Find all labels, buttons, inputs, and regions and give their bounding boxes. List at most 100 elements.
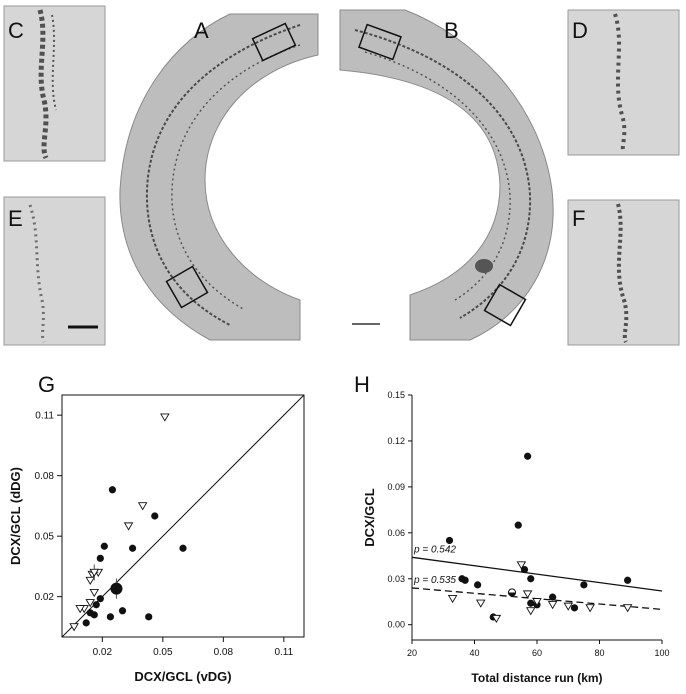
identity-line [61, 394, 305, 638]
roi-box-a-ventral [165, 265, 209, 309]
y-tick-label-g: 0.05 [35, 532, 55, 543]
fit-line-dashed [411, 587, 663, 611]
data-point-h [525, 607, 536, 616]
data-point-h [585, 604, 595, 613]
data-point-h [547, 601, 558, 610]
data-point-g [128, 544, 137, 552]
y-tick-label-h: 0.12 [387, 436, 405, 446]
y-tick-label-h: 0.06 [387, 528, 405, 538]
data-point-h [458, 575, 466, 583]
data-point-h [570, 604, 579, 612]
x-axis-label-g: DCX/GCL (vDG) [134, 669, 231, 684]
montage-a [119, 13, 319, 341]
data-point-h [563, 602, 574, 611]
x-tick-label-g: 0.11 [274, 647, 293, 658]
micrograph-d [567, 9, 680, 156]
data-point-g [108, 486, 117, 494]
montage-a-granule-layer [145, 24, 301, 326]
roi-box-a-dorsal [251, 22, 297, 62]
panel-label-d: D [572, 18, 588, 43]
montage-a-tissue [119, 13, 319, 341]
data-point-h [624, 576, 632, 584]
panel-label-a: A [194, 18, 209, 43]
data-point-g [179, 544, 187, 552]
data-point-h [527, 575, 535, 583]
panel-label-b: B [444, 18, 459, 43]
data-point-g [86, 609, 94, 617]
data-point-g [89, 588, 100, 598]
data-point-g [75, 605, 85, 614]
x-tick-label-h: 80 [594, 648, 604, 658]
y-tick-label-h: 0.09 [387, 482, 405, 492]
panel-label-h: H [354, 372, 370, 397]
data-point-h [549, 593, 557, 601]
data-point-h [516, 561, 527, 570]
data-point-h [461, 576, 469, 584]
micrograph-e [3, 196, 106, 346]
data-point-h [445, 536, 454, 545]
data-point-h [514, 521, 522, 529]
micrograph-c [3, 5, 106, 162]
y-tick-label-g: 0.11 [35, 411, 54, 422]
mean-marker-g [110, 582, 123, 595]
panel-label-e: E [8, 206, 23, 231]
data-point-h [522, 590, 533, 599]
x-tick-label-h: 100 [654, 648, 669, 658]
roi-box-b-ventral [483, 283, 527, 327]
data-point-h [532, 598, 542, 607]
y-tick-label-h: 0.00 [387, 620, 405, 630]
data-point-g [160, 413, 170, 422]
panel-label-g: G [38, 372, 56, 397]
data-point-g [90, 611, 98, 619]
data-point-h [524, 452, 532, 460]
montage-b [339, 9, 554, 341]
y-tick-label-h: 0.03 [387, 574, 405, 584]
data-point-h [533, 601, 541, 609]
y-tick-label-g: 0.02 [35, 592, 55, 603]
y-tick-label-h: 0.15 [387, 390, 405, 400]
montage-b-tissue [339, 9, 554, 341]
fit-label-dashed: p = 0.535 [413, 575, 456, 586]
data-point-h [527, 599, 535, 607]
x-tick-label-g: 0.08 [214, 647, 234, 658]
data-point-g [100, 542, 108, 550]
data-point-h [475, 599, 486, 608]
data-point-h-fill [508, 592, 516, 597]
y-axis-label-h: DCX/GCL [362, 488, 377, 547]
data-point-g [93, 568, 104, 577]
data-point-g [145, 613, 153, 621]
data-point-h [447, 595, 458, 604]
x-tick-label-h: 40 [469, 648, 479, 658]
x-tick-label-g: 0.02 [93, 647, 113, 658]
montage-a-granule-layer-inner [171, 44, 301, 311]
data-point-g [118, 607, 127, 615]
data-point-h [507, 588, 517, 597]
data-point-g [123, 522, 134, 531]
fit-label-solid: p = 0.542 [413, 544, 456, 555]
roi-box-b-dorsal [358, 23, 402, 61]
x-tick-label-h: 20 [407, 648, 417, 658]
x-tick-label-h: 60 [532, 648, 542, 658]
data-point-g [82, 619, 90, 627]
data-point-g [87, 570, 98, 579]
data-point-g [96, 595, 104, 603]
fit-line-solid [411, 556, 663, 592]
y-axis-label-g: DCX/GCL (dDG) [8, 467, 23, 565]
histology-figure [3, 5, 680, 346]
data-point-h [520, 565, 529, 574]
data-point-g [151, 512, 159, 520]
x-tick-label-g: 0.05 [153, 647, 173, 658]
data-point-g [106, 613, 114, 621]
x-axis-label-h: Total distance run (km) [471, 671, 602, 685]
micrograph-f [567, 199, 680, 346]
data-point-g [69, 623, 79, 632]
data-point-h [489, 613, 497, 621]
panel-label-f: F [572, 206, 586, 231]
data-point-g [85, 576, 96, 586]
data-point-g [85, 599, 96, 608]
data-point-h [622, 604, 633, 613]
data-point-h [491, 614, 502, 624]
data-point-h [474, 581, 482, 589]
y-tick-label-g: 0.08 [35, 471, 55, 482]
plot-frame-g [61, 394, 305, 638]
